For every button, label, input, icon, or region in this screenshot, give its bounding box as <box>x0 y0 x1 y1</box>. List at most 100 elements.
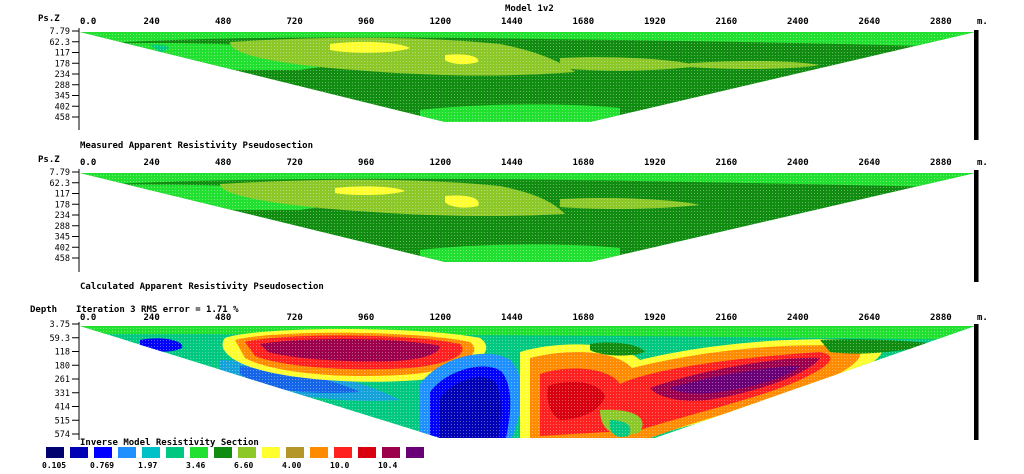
y-tick-label: 178 <box>55 59 70 69</box>
y-tick-label: 118 <box>55 348 70 358</box>
legend-label: 3.46 <box>186 461 206 470</box>
x-unit: m. <box>977 313 988 323</box>
y-tick-label: 7.79 <box>50 27 70 37</box>
legend-swatch <box>46 447 64 458</box>
frame-edge <box>978 170 979 282</box>
y-axis-ticks: 3.75 59.3 118 180 261 331 414 515 574 <box>50 320 79 440</box>
legend-swatch <box>334 447 352 458</box>
x-tick-label: 1440 <box>501 158 523 168</box>
x-tick-label: 2880 <box>930 158 952 168</box>
x-tick-label: 2400 <box>787 158 809 168</box>
y-tick-label: 288 <box>55 81 70 91</box>
x-tick-label: 2640 <box>859 158 881 168</box>
y-tick-label: 234 <box>55 211 70 221</box>
x-tick-label: 240 <box>144 158 160 168</box>
y-tick-label: 458 <box>55 113 70 123</box>
x-tick-label: 480 <box>215 313 231 323</box>
legend-label: 10.0 <box>330 461 350 470</box>
y-tick-label: 331 <box>55 389 70 399</box>
yaxis-title: Depth <box>30 305 57 315</box>
y-tick-label: 178 <box>55 200 70 210</box>
x-tick-label: 0.0 <box>80 313 96 323</box>
legend-swatch <box>190 447 208 458</box>
legend-label: 1.97 <box>138 461 158 470</box>
x-unit: m. <box>977 17 988 27</box>
model-fill <box>80 326 975 438</box>
x-tick-label: 2880 <box>930 17 952 27</box>
x-tick-label: 720 <box>287 17 303 27</box>
legend-label: 10.4 <box>378 461 398 470</box>
legend-label: 0.105 <box>42 461 67 470</box>
legend-swatch <box>238 447 256 458</box>
x-tick-label: 2640 <box>859 313 881 323</box>
x-tick-label: 720 <box>287 313 303 323</box>
legend-label: 6.60 <box>234 461 254 470</box>
legend-swatch <box>214 447 232 458</box>
legend-label: 4.00 <box>282 461 302 470</box>
y-tick-label: 62.3 <box>50 38 70 48</box>
x-tick-label: 0.0 <box>80 17 96 27</box>
y-tick-label: 345 <box>55 233 70 243</box>
panel-title: Inverse Model Resistivity Section <box>80 437 259 448</box>
x-axis-ticks: 0.0 240 480 720 960 1200 1440 1680 1920 2160 2400 2… <box>80 158 952 168</box>
x-tick-label: 960 <box>358 313 374 323</box>
x-tick-label: 2400 <box>787 313 809 323</box>
x-tick-label: 2160 <box>716 17 738 27</box>
x-tick-label: 720 <box>287 158 303 168</box>
x-tick-label: 480 <box>215 17 231 27</box>
pseudosection-fill <box>80 32 975 122</box>
frame-edge <box>974 30 978 140</box>
x-tick-label: 1680 <box>573 17 595 27</box>
figure-title: Model 1v2 <box>505 4 554 14</box>
iteration-text: Iteration 3 RMS error = 1.71 % <box>76 304 239 315</box>
x-unit: m. <box>977 158 988 168</box>
y-tick-label: 574 <box>55 430 70 440</box>
legend-swatch <box>166 447 184 458</box>
pseudosection-fill <box>80 173 975 262</box>
frame-edge <box>974 324 978 440</box>
y-tick-label: 414 <box>55 403 70 413</box>
y-tick-label: 117 <box>55 49 70 59</box>
y-tick-label: 402 <box>55 102 70 112</box>
y-tick-label: 3.75 <box>50 320 70 330</box>
y-tick-label: 515 <box>55 416 70 426</box>
y-tick-label: 180 <box>55 361 70 371</box>
x-axis-ticks: 0.0 240 480 720 960 1200 1440 1680 1920 2160 2400 2… <box>80 313 952 323</box>
calculated-pseudosection: Ps.Z 0.0 240 480 720 960 1200 1440 1680 1920 2160… <box>38 155 988 292</box>
color-legend: 0.105 0.769 1.97 3.46 6.60 4.00 10.0 10.4 <box>42 447 446 473</box>
x-tick-label: 2160 <box>716 313 738 323</box>
x-tick-label: 1680 <box>573 313 595 323</box>
x-tick-label: 2880 <box>930 313 952 323</box>
yaxis-title: Ps.Z <box>38 155 60 165</box>
x-tick-label: 1200 <box>430 158 452 168</box>
y-tick-label: 458 <box>55 254 70 264</box>
x-axis-ticks: 0.0 240 480 720 960 1200 1440 1680 1920 2160 2400 2… <box>80 17 952 27</box>
legend-swatch <box>262 447 280 458</box>
legend-swatch <box>406 447 424 458</box>
y-tick-label: 62.3 <box>50 179 70 189</box>
panel-title: Measured Apparent Resistivity Pseudosect… <box>80 140 313 151</box>
y-tick-label: 261 <box>55 375 70 385</box>
x-tick-label: 240 <box>144 17 160 27</box>
inverse-model-section: Depth Iteration 3 RMS error = 1.71 % 0.0… <box>30 304 988 448</box>
x-tick-label: 1920 <box>644 17 666 27</box>
x-tick-label: 1440 <box>501 17 523 27</box>
frame-edge <box>978 324 979 440</box>
panel-title: Calculated Apparent Resistivity Pseudose… <box>80 281 324 292</box>
legend-swatch <box>286 447 304 458</box>
y-tick-label: 7.79 <box>50 168 70 178</box>
y-tick-label: 234 <box>55 70 70 80</box>
y-tick-label: 402 <box>55 243 70 253</box>
yaxis-title: Ps.Z <box>38 14 60 24</box>
legend-swatch <box>358 447 376 458</box>
measured-pseudosection: Ps.Z 0.0 240 480 720 960 1200 1440 1680 1920 2160… <box>38 14 988 151</box>
x-tick-label: 1920 <box>644 313 666 323</box>
y-tick-label: 117 <box>55 190 70 200</box>
y-tick-label: 59.3 <box>50 334 70 344</box>
x-tick-label: 2160 <box>716 158 738 168</box>
x-tick-label: 1680 <box>573 158 595 168</box>
x-tick-label: 2400 <box>787 17 809 27</box>
x-tick-label: 0.0 <box>80 158 96 168</box>
